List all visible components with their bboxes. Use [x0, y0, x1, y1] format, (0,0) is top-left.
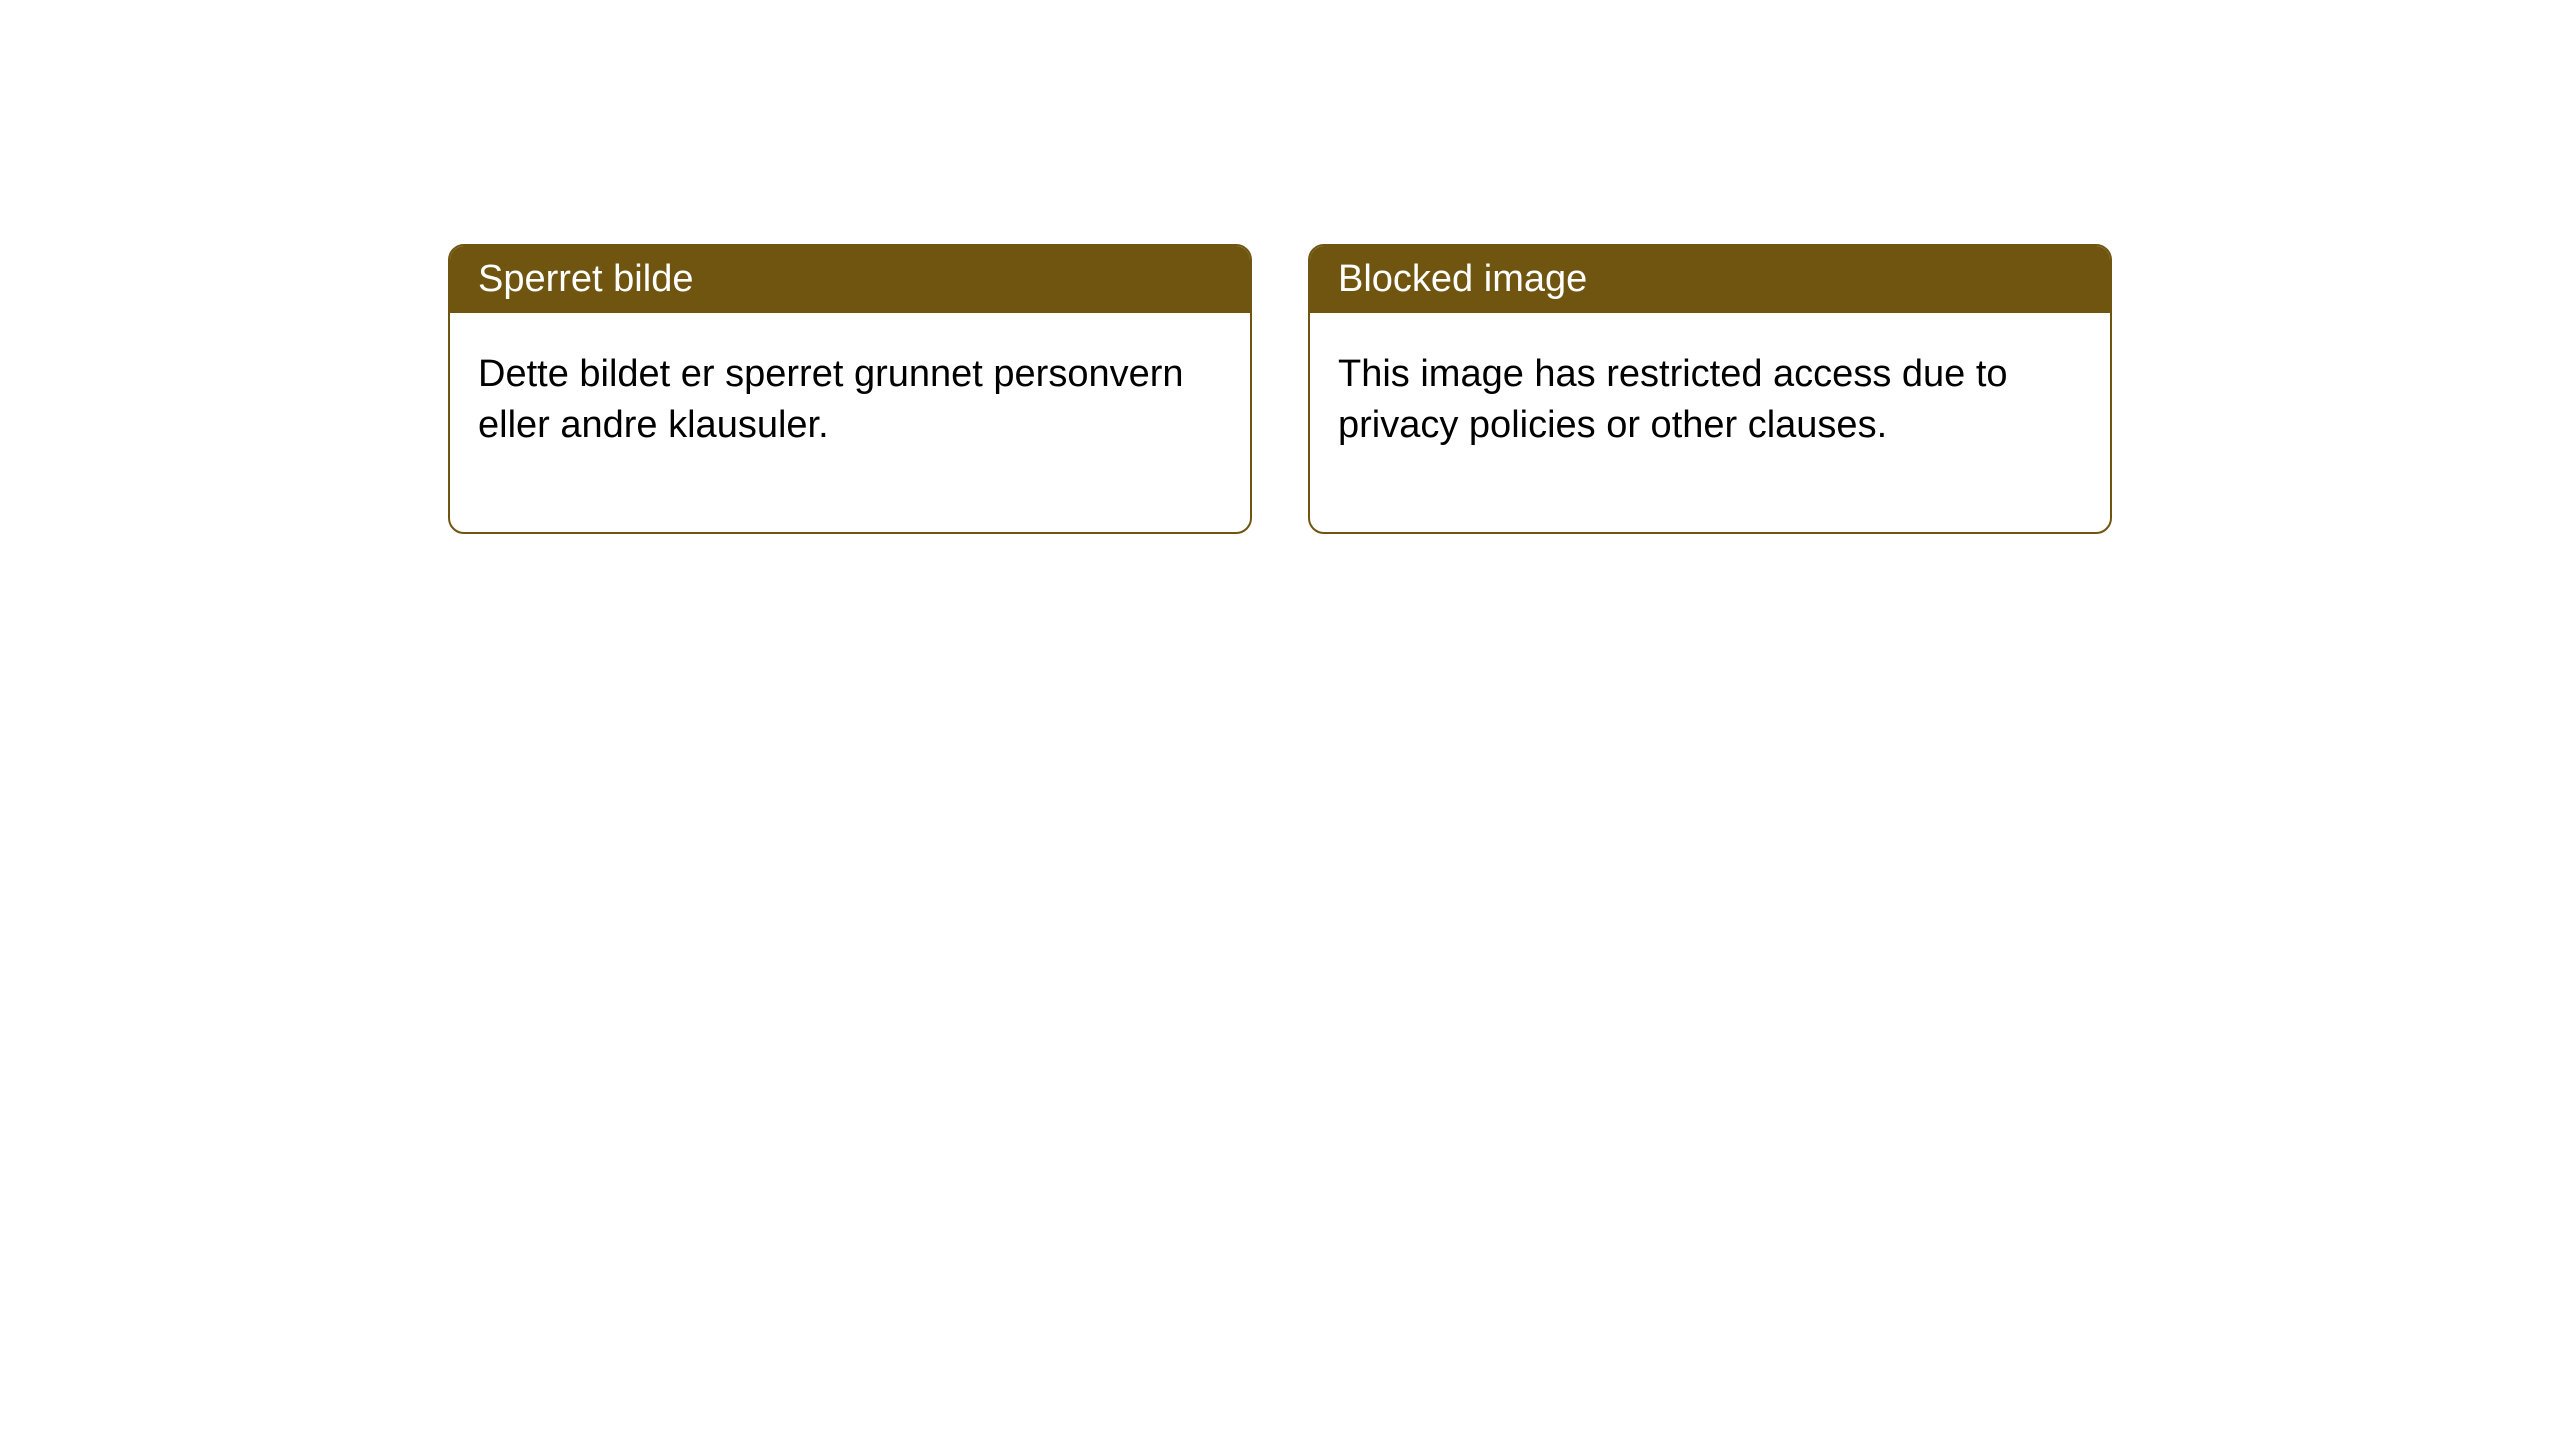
- notice-body-norwegian: Dette bildet er sperret grunnet personve…: [450, 313, 1250, 532]
- notice-box-english: Blocked image This image has restricted …: [1308, 244, 2112, 534]
- notice-container: Sperret bilde Dette bildet er sperret gr…: [0, 0, 2560, 534]
- notice-header-norwegian: Sperret bilde: [450, 246, 1250, 313]
- notice-box-norwegian: Sperret bilde Dette bildet er sperret gr…: [448, 244, 1252, 534]
- notice-header-english: Blocked image: [1310, 246, 2110, 313]
- notice-body-english: This image has restricted access due to …: [1310, 313, 2110, 532]
